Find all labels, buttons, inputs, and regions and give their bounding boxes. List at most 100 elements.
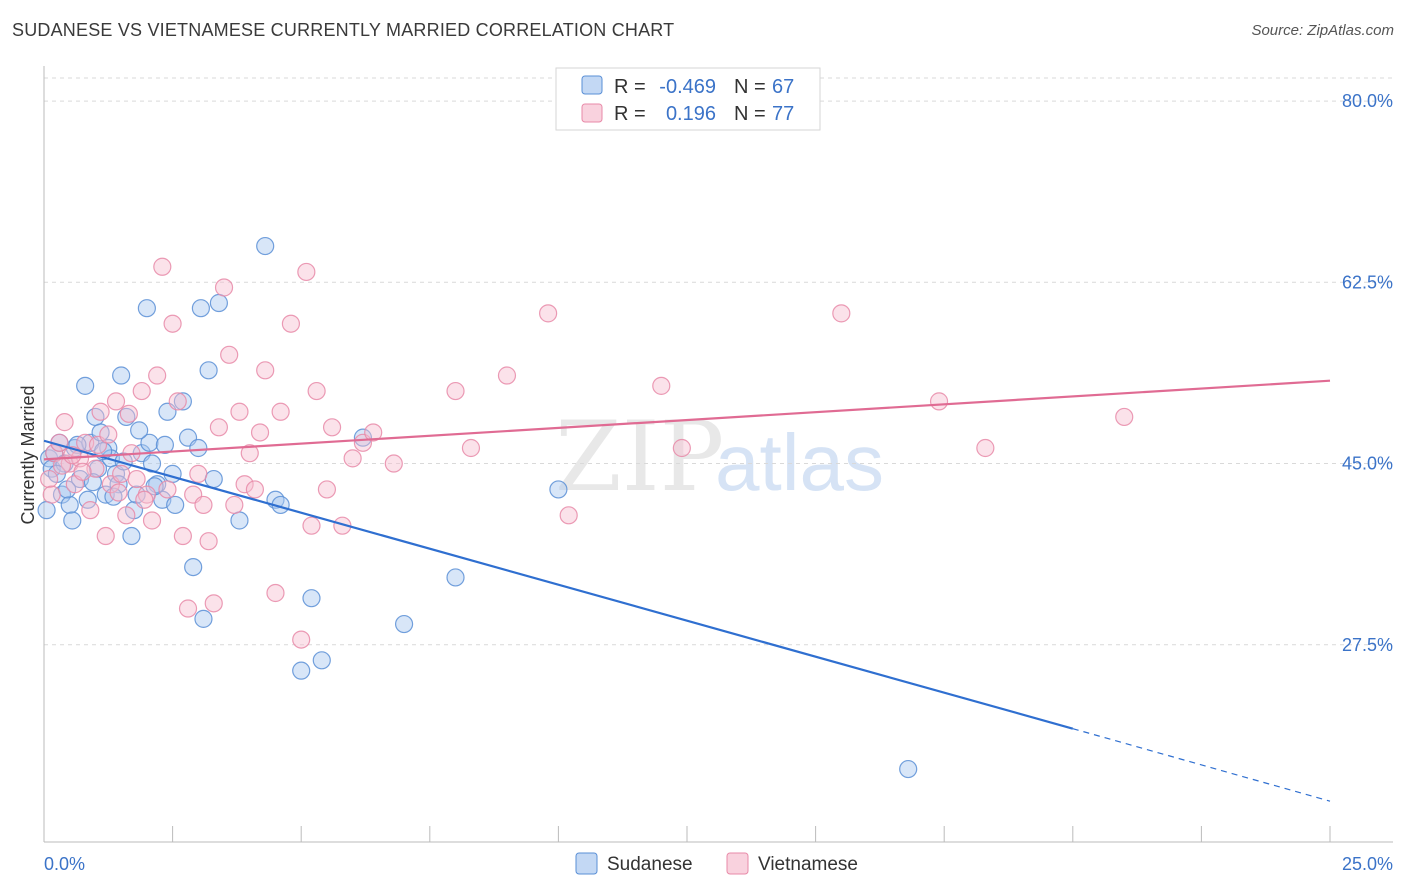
legend-swatch-vietnamese xyxy=(581,103,603,123)
vietnamese-point-15 xyxy=(117,506,136,525)
vietnamese-point-0 xyxy=(40,469,59,489)
gridlines xyxy=(44,77,1393,646)
vietnamese-point-39 xyxy=(240,444,259,463)
sudanese-point-56 xyxy=(37,501,56,520)
chart-source: Source: ZipAtlas.com xyxy=(1251,22,1394,39)
legend-r-value-2: 0.196 xyxy=(666,103,716,125)
vietnamese-point-71 xyxy=(73,462,92,481)
vietnamese-point-44 xyxy=(271,402,290,421)
vietnamese-point-58 xyxy=(461,438,481,458)
vietnamese-point-56 xyxy=(384,454,403,473)
vietnamese-point-64 xyxy=(832,304,851,323)
series-legend: Sudanese Vietnamese xyxy=(575,852,858,875)
trend-lines xyxy=(43,379,1331,802)
sudanese-point-50 xyxy=(312,651,331,670)
vietnamese-point-26 xyxy=(173,526,192,546)
vietnamese-point-74 xyxy=(109,483,128,502)
bottom-legend-label-sudanese: Sudanese xyxy=(607,854,693,875)
vietnamese-point-34 xyxy=(214,278,234,297)
vietnamese-point-11 xyxy=(96,526,115,546)
vietnamese-point-60 xyxy=(539,304,558,323)
vietnamese-point-33 xyxy=(209,418,228,437)
sudanese-point-21 xyxy=(112,366,131,385)
vietnamese-point-45 xyxy=(281,314,301,333)
sudanese-point-45 xyxy=(256,236,275,256)
watermark-zip: ZIP xyxy=(555,401,724,513)
sudanese-point-6 xyxy=(60,495,79,515)
sudanese-point-54 xyxy=(549,480,568,499)
vietnamese-point-67 xyxy=(1115,407,1134,427)
vietnamese-point-40 xyxy=(245,480,265,499)
sudanese-point-41 xyxy=(199,361,218,380)
sudanese-point-66 xyxy=(155,435,174,454)
vietnamese-point-73 xyxy=(99,425,118,444)
vietnamese-point-8 xyxy=(81,501,100,520)
vietnamese-point-32 xyxy=(204,594,223,613)
vietnamese-point-25 xyxy=(168,392,187,411)
sudanese-point-34 xyxy=(166,495,185,515)
vietnamese-point-23 xyxy=(158,480,177,499)
vietnamese-point-62 xyxy=(652,376,671,395)
vietnamese-point-31 xyxy=(199,532,218,551)
sudanese-trend-extension xyxy=(1072,728,1331,802)
legend-n-label-1: N = xyxy=(734,76,766,98)
sudanese-point-22 xyxy=(117,407,136,427)
legend-r-label-1: R = xyxy=(614,76,646,98)
sudanese-point-48 xyxy=(292,661,311,680)
legend-n-value-2: 77 xyxy=(772,103,794,125)
vietnamese-point-36 xyxy=(225,495,244,515)
vietnamese-point-41 xyxy=(250,423,270,442)
vietnamese-point-42 xyxy=(256,361,275,380)
axes xyxy=(43,66,1393,843)
vietnamese-point-48 xyxy=(302,516,321,535)
sudanese-point-43 xyxy=(209,293,228,313)
vietnamese-point-61 xyxy=(559,506,578,525)
vietnamese-point-24 xyxy=(163,314,182,333)
vietnamese-point-22 xyxy=(153,257,172,276)
vietnamese-point-3 xyxy=(55,413,74,432)
vietnamese-point-53 xyxy=(343,449,362,468)
sudanese-point-40 xyxy=(194,609,213,628)
y-tick-label-0: 27.5% xyxy=(1342,635,1393,655)
y-tick-label-2: 62.5% xyxy=(1342,272,1393,292)
sudanese-point-23 xyxy=(122,526,141,546)
sudanese-point-11 xyxy=(78,490,97,509)
bottom-legend-swatch-vietnamese xyxy=(726,852,749,875)
vietnamese-point-17 xyxy=(127,469,146,489)
sudanese-point-39 xyxy=(191,299,210,318)
vietnamese-point-63 xyxy=(672,438,691,458)
sudanese-trend-line xyxy=(43,439,1074,730)
vietnamese-point-14 xyxy=(112,464,131,483)
bottom-legend-swatch-sudanese xyxy=(575,852,598,875)
vietnamese-point-43 xyxy=(266,583,285,603)
legend-r-label-2: R = xyxy=(614,103,646,125)
sudanese-point-10 xyxy=(76,376,95,395)
vietnamese-point-38 xyxy=(235,475,254,494)
vietnamese-point-50 xyxy=(317,480,337,499)
chart-title: SUDANESE VS VIETNAMESE CURRENTLY MARRIED… xyxy=(12,20,675,40)
vietnamese-point-59 xyxy=(497,366,517,385)
vietnamese-point-66 xyxy=(976,438,995,458)
vietnamese-point-13 xyxy=(106,392,126,411)
sudanese-point-28 xyxy=(140,433,159,452)
vietnamese-point-47 xyxy=(297,262,316,282)
vietnamese-point-21 xyxy=(148,366,167,385)
x-tick-label-end: 25.0% xyxy=(1342,854,1393,874)
sudanese-point-44 xyxy=(230,511,249,530)
vietnamese-point-51 xyxy=(322,418,342,437)
sudanese-point-52 xyxy=(394,614,414,634)
vietnamese-point-46 xyxy=(292,630,311,649)
sudanese-point-49 xyxy=(302,589,321,608)
vietnamese-point-57 xyxy=(446,381,465,401)
vietnamese-point-35 xyxy=(220,345,239,364)
legend-swatch-sudanese xyxy=(581,75,603,95)
vietnamese-point-18 xyxy=(132,381,151,401)
stats-legend: R = -0.469 N = 67 R = 0.196 N = 77 xyxy=(555,67,821,131)
vietnamese-point-10 xyxy=(91,402,110,421)
sudanese-point-55 xyxy=(899,759,918,779)
sudanese-point-35 xyxy=(173,392,192,411)
sudanese-point-51 xyxy=(353,428,373,447)
sudanese-point-7 xyxy=(63,511,82,530)
sudanese-point-53 xyxy=(446,568,465,587)
